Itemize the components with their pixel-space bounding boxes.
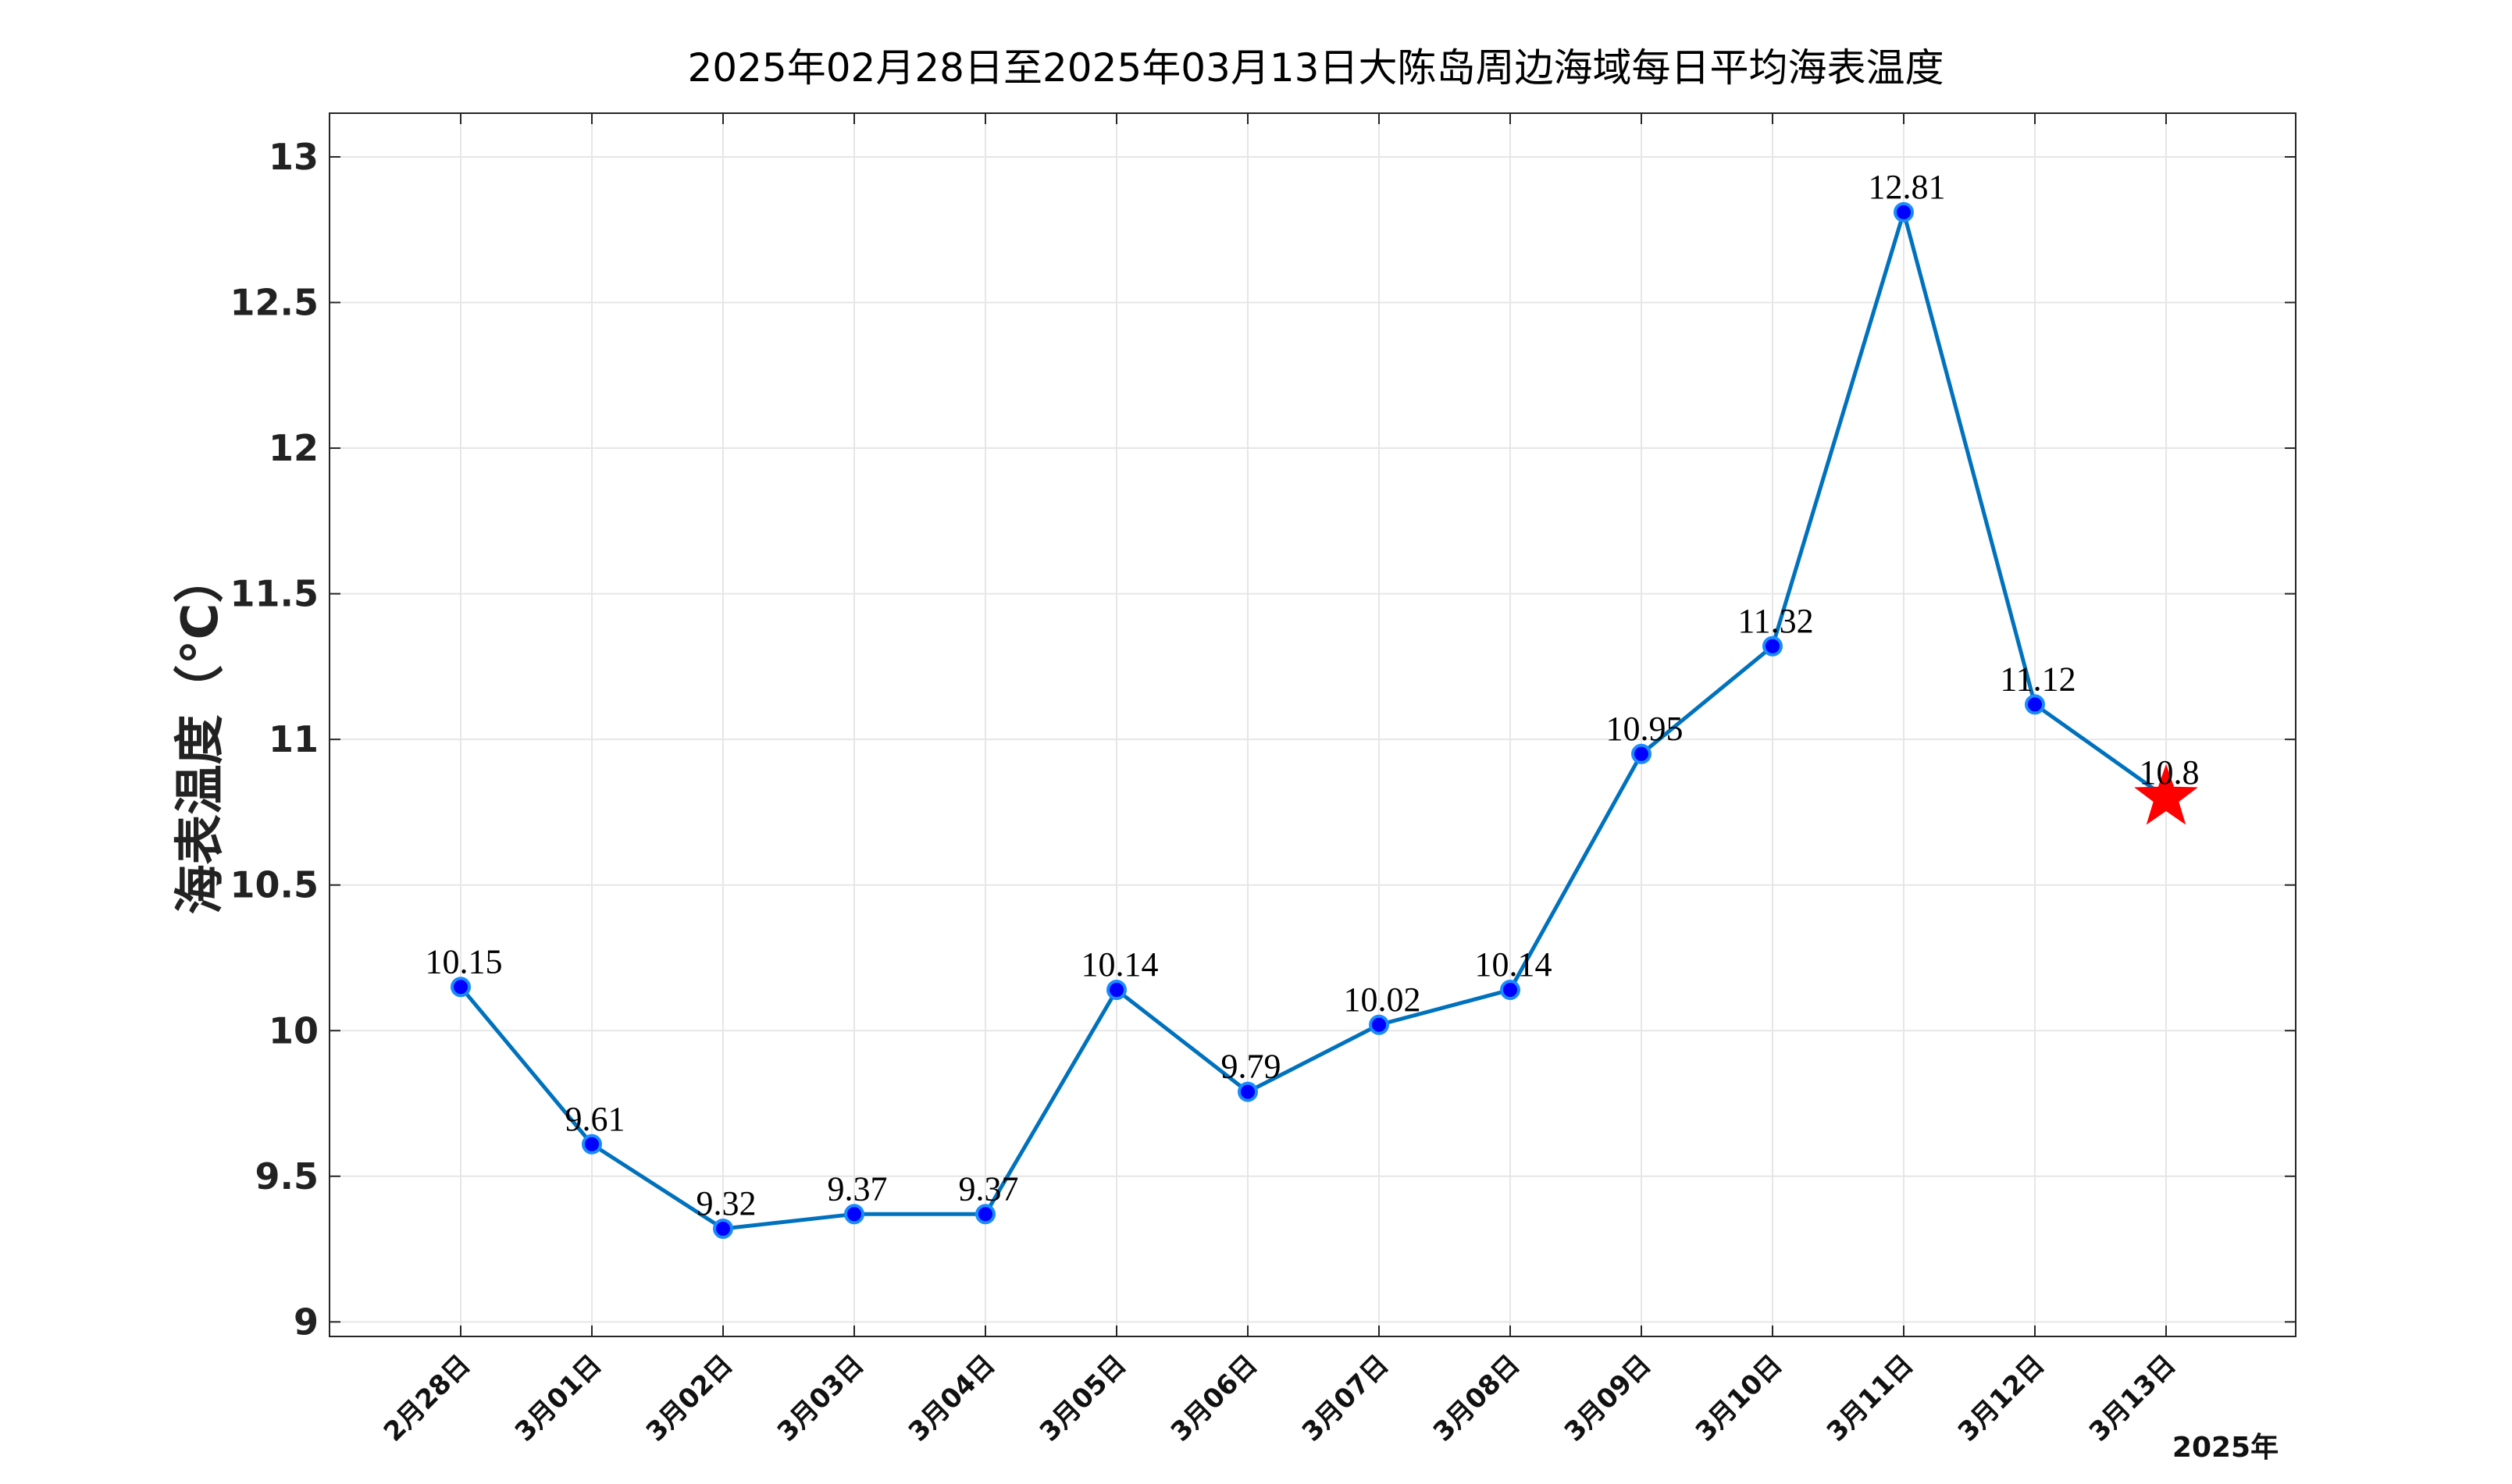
- data-label: 9.37: [828, 1169, 888, 1208]
- data-label: 11.12: [2000, 660, 2076, 698]
- data-point-marker: [1369, 1014, 1389, 1035]
- data-point-marker: [975, 1204, 996, 1225]
- y-tick-label: 11.5: [230, 573, 319, 615]
- data-point-marker: [451, 977, 471, 998]
- data-point-marker: [1631, 743, 1652, 764]
- data-label: 9.32: [697, 1184, 757, 1222]
- data-label: 10.14: [1475, 945, 1552, 984]
- y-tick-label: 10: [269, 1009, 319, 1052]
- data-label: 9.79: [1221, 1048, 1281, 1086]
- y-tick-label: 9.5: [255, 1155, 319, 1198]
- y-tick-label: 12: [269, 427, 319, 469]
- data-label: 10.02: [1344, 980, 1421, 1019]
- data-point-marker: [1500, 980, 1520, 1001]
- data-point-marker: [1894, 201, 1914, 222]
- data-point-marker: [582, 1133, 602, 1155]
- plot-frame: [329, 112, 2296, 1337]
- grid-lines: [330, 113, 2296, 1336]
- y-axis-label: 海表温度（°C）: [172, 553, 230, 915]
- data-point-marker: [1762, 635, 1783, 657]
- data-label: 10.15: [426, 942, 503, 980]
- data-point-marker: [1106, 980, 1127, 1001]
- data-label: 9.61: [565, 1100, 625, 1138]
- data-point-marker: [2025, 694, 2045, 715]
- data-label: 9.37: [959, 1169, 1019, 1208]
- data-point-marker: [1238, 1081, 1258, 1102]
- y-axis-ticks: 9 9.5 10 10.5 11 11.5 12 12.5 13: [230, 136, 2296, 1343]
- data-label: 10.95: [1606, 710, 1684, 748]
- data-labels: 10.15 9.61 9.32 9.37 9.37 10.14 9.79 10.02 10.14…: [426, 168, 2200, 1222]
- data-point-marker: [713, 1218, 733, 1239]
- data-label: 11.32: [1737, 602, 1813, 640]
- y-tick-label: 11: [269, 718, 319, 760]
- y-tick-label: 9: [294, 1301, 319, 1343]
- series-line-group: [451, 201, 2198, 1239]
- plot-area: [330, 113, 2296, 1336]
- y-tick-label: 12.5: [230, 282, 319, 324]
- series-line: [459, 210, 2168, 1231]
- y-tick-label: 13: [269, 136, 319, 178]
- data-label: 10.8: [2140, 753, 2200, 792]
- data-label: 10.14: [1081, 945, 1159, 984]
- data-point-marker: [844, 1204, 864, 1225]
- y-tick-label: 10.5: [230, 864, 319, 906]
- highlight-star-marker: [2134, 763, 2198, 825]
- chart-title: 2025年02月28日至2025年03月13日大陈岛周边海域每日平均海表温度: [688, 45, 1944, 91]
- year-label: 2025年: [2172, 1432, 2279, 1464]
- data-label: 12.81: [1869, 168, 1946, 206]
